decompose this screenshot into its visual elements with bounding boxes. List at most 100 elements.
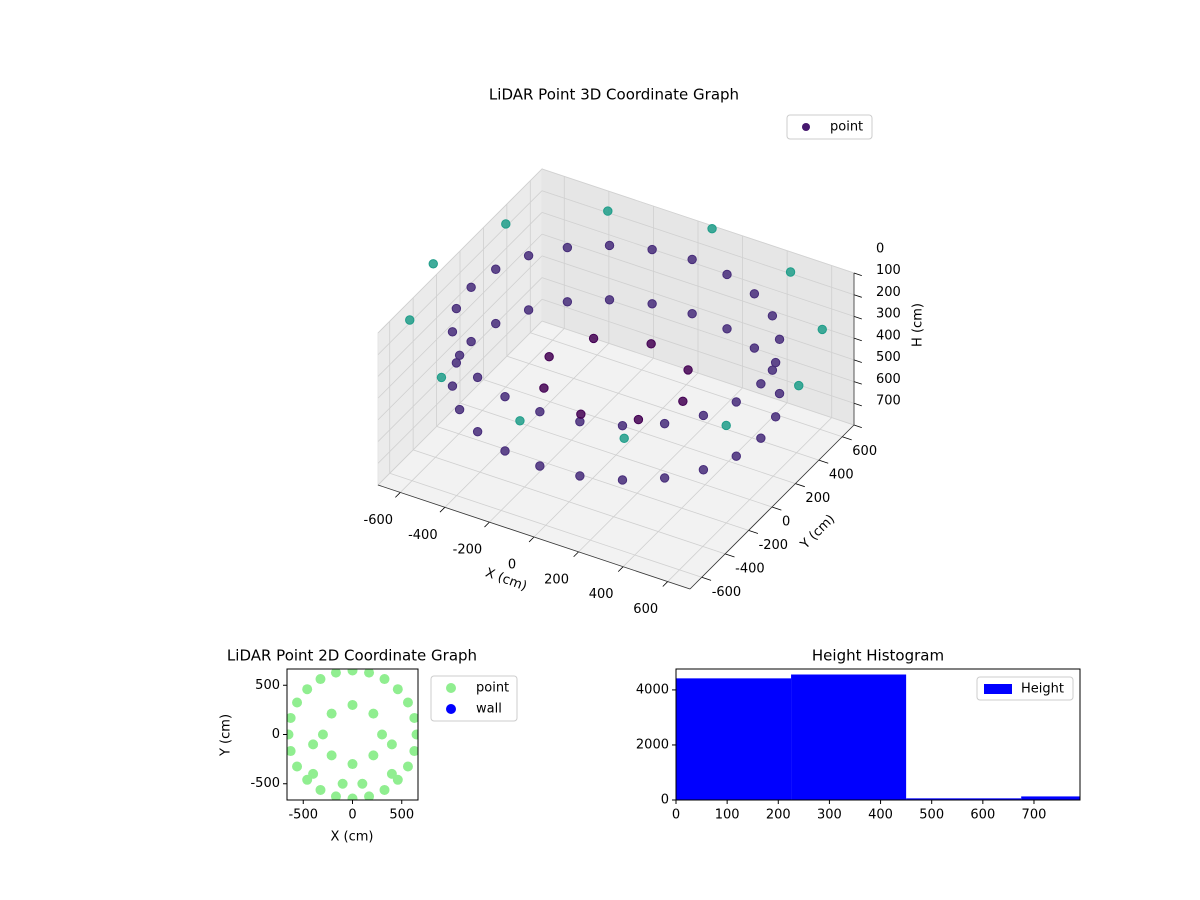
data-point — [402, 697, 413, 708]
data-point — [562, 242, 573, 253]
x-tick-label: 200 — [544, 572, 569, 587]
data-point — [364, 791, 375, 800]
y-tick-label: 2000 — [636, 737, 669, 752]
legend-marker — [984, 684, 1012, 694]
data-point — [454, 404, 465, 415]
x-tick-label: 0 — [508, 558, 516, 573]
x-tick-label: 400 — [589, 587, 614, 602]
data-point — [347, 699, 358, 710]
grid-line — [377, 255, 543, 421]
data-point — [698, 410, 709, 421]
plot-area — [287, 669, 418, 800]
data-point — [411, 729, 418, 740]
data-point — [315, 674, 326, 685]
y-tick-label: -600 — [712, 585, 742, 600]
x-axis-line — [377, 484, 691, 590]
axes-frame — [675, 668, 1081, 801]
grid-line — [541, 190, 855, 296]
data-point — [368, 750, 379, 761]
y-tick-label: -500 — [250, 776, 280, 791]
data-point — [451, 358, 462, 368]
grid-line — [530, 332, 843, 438]
grid-line — [541, 233, 855, 339]
data-point — [619, 433, 629, 444]
legend-label: point — [830, 120, 863, 135]
y-tick-label: 0 — [272, 727, 280, 742]
z-tick-label: 600 — [876, 372, 901, 387]
data-point — [535, 461, 545, 471]
z-tick-label: 0 — [876, 242, 884, 257]
data-point — [368, 708, 379, 719]
data-point — [436, 372, 447, 383]
grid-line — [541, 277, 855, 382]
data-point — [330, 791, 341, 800]
data-point — [515, 416, 525, 426]
y-tick-label: 600 — [852, 444, 877, 459]
legend-label: wall — [476, 702, 502, 717]
tick-mark — [725, 553, 735, 558]
data-point — [330, 669, 341, 678]
data-point — [379, 784, 390, 795]
grid-line — [436, 426, 749, 531]
y-axis-label: Y (cm) — [797, 512, 838, 553]
data-point — [603, 206, 613, 216]
y-tick-label: 500 — [255, 678, 280, 693]
tick-mark — [771, 506, 782, 511]
data-point — [721, 420, 731, 431]
data-point — [409, 746, 418, 757]
tick-mark — [818, 459, 829, 464]
data-point — [472, 372, 483, 383]
data-point — [731, 397, 741, 407]
grid-line — [459, 402, 773, 508]
x-axis-label: X (cm) — [331, 830, 374, 845]
legend-marker — [446, 704, 456, 714]
data-point — [576, 409, 586, 419]
x-tick-label: 600 — [970, 808, 995, 823]
data-point — [756, 379, 766, 389]
data-point — [428, 259, 438, 269]
tick-mark — [853, 316, 862, 320]
data-point — [326, 708, 337, 719]
data-point — [447, 381, 458, 391]
y-tick-label: 0 — [782, 515, 790, 530]
y-tick-label: -200 — [759, 538, 789, 553]
data-point — [770, 412, 781, 422]
grid-line — [413, 449, 726, 555]
data-point — [402, 761, 413, 772]
data-point — [535, 407, 545, 417]
data-point — [794, 380, 804, 391]
legend-label: Height — [1021, 682, 1064, 697]
x-tick-label: -400 — [408, 528, 438, 543]
grid-line — [377, 299, 543, 464]
data-point — [466, 282, 476, 292]
data-point — [315, 784, 326, 795]
x-tick-label: 0 — [672, 808, 680, 823]
data-point — [523, 305, 534, 315]
data-point — [500, 446, 510, 456]
data-point — [539, 383, 549, 393]
data-point — [785, 267, 796, 277]
data-point — [347, 793, 358, 800]
data-point — [491, 264, 501, 274]
data-point — [617, 420, 628, 431]
data-point — [774, 334, 785, 345]
grid-line — [377, 320, 543, 486]
x-tick-label: -600 — [364, 513, 394, 528]
z-axis-label: H (cm) — [911, 303, 926, 347]
data-point — [687, 254, 697, 265]
y-axis-line — [689, 424, 855, 590]
data-point — [501, 219, 511, 229]
legend-marker — [446, 683, 456, 693]
data-point — [287, 729, 294, 740]
data-point — [731, 451, 741, 461]
z-tick-label: 100 — [876, 263, 901, 278]
data-point — [647, 244, 657, 255]
legend-box — [430, 675, 518, 722]
data-point — [302, 684, 313, 695]
tick-mark — [853, 272, 862, 276]
tick-mark — [748, 530, 759, 534]
grid-line — [377, 233, 543, 399]
grid-line — [377, 168, 543, 334]
data-point — [722, 324, 732, 334]
